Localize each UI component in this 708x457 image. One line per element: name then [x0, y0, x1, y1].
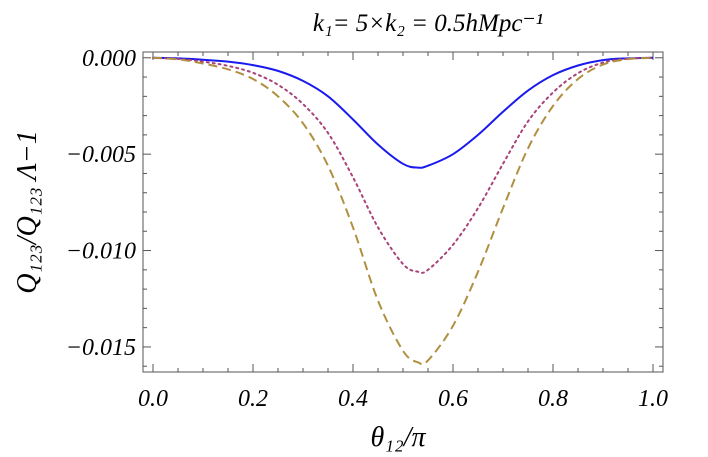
x-tick-label: 0.6 — [438, 386, 468, 412]
chart-title: k₁= 5×k₂ = 0.5hMpc⁻¹ — [313, 10, 543, 37]
plot-frame — [142, 51, 664, 373]
plot-area: 0.0 0.2 0.4 0.6 0.8 1.0 0.000 −0.005 −0.010 −0.01… — [66, 46, 668, 412]
x-tick-label: 1.0 — [638, 386, 668, 412]
x-tick-label: 0.0 — [138, 386, 168, 412]
x-tick-label: 0.4 — [338, 386, 368, 412]
series-dotted-line — [152, 56, 654, 274]
series-dashed-line — [152, 56, 654, 366]
y-tick-label: −0.010 — [66, 239, 136, 265]
y-tick-label: 0.000 — [82, 46, 136, 72]
y-axis-label: Q₁₂₃/Q₁₂₃ Λ−1 — [12, 130, 43, 293]
x-axis-label: θ₁₂/π — [370, 422, 426, 453]
series-solid-line — [152, 56, 654, 169]
y-tick-label: −0.015 — [66, 335, 136, 361]
y-tick-label: −0.005 — [66, 142, 136, 168]
x-tick-label: 0.8 — [538, 386, 568, 412]
x-tick-label: 0.2 — [238, 386, 268, 412]
